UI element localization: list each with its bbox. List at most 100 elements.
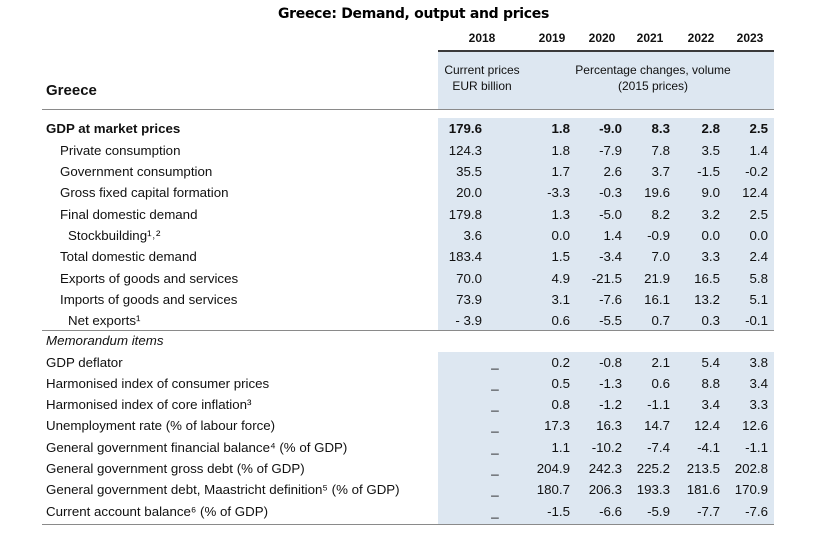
- value-cell: 8.3: [651, 121, 671, 136]
- value-cell: -0.1: [745, 313, 768, 328]
- value-cell: -1.5: [547, 504, 570, 519]
- value-cell: 0.3: [701, 313, 721, 328]
- base-value-cell: 3.6: [463, 228, 483, 243]
- value-cell: 0.5: [551, 376, 571, 391]
- current-prices-header: Current prices EUR billion: [432, 62, 532, 94]
- base-value-cell: 73.9: [456, 292, 482, 307]
- value-cell: 2.6: [603, 164, 623, 179]
- value-cell: 0.2: [551, 355, 571, 370]
- country-label: Greece: [46, 82, 97, 99]
- value-cell: 21.9: [644, 271, 670, 286]
- table-row: Total domestic demand 183.4 1.5 -3.4 7.0 3.3 2…: [0, 246, 827, 267]
- year-header: 2020: [588, 31, 616, 45]
- value-cell: 180.7: [536, 482, 570, 497]
- value-cell: 4.9: [551, 271, 571, 286]
- value-cell: -7.7: [697, 504, 720, 519]
- memo-row: Current account balance⁶ (% of GDP) _ -1.5…: [0, 501, 827, 522]
- value-cell: 2.4: [749, 249, 769, 264]
- header-shade: [438, 52, 774, 109]
- value-cell: 1.8: [551, 143, 571, 158]
- row-label: General government gross debt (% of GDP): [46, 461, 305, 476]
- value-cell: 16.1: [644, 292, 670, 307]
- not-available-mark: _: [491, 355, 499, 370]
- value-cell: 0.6: [651, 376, 671, 391]
- value-cell: 8.2: [651, 207, 671, 222]
- value-cell: 2.5: [749, 207, 769, 222]
- pct-change-line2: (2015 prices): [617, 79, 689, 93]
- value-cell: 206.3: [588, 482, 622, 497]
- value-cell: 1.4: [749, 143, 769, 158]
- value-cell: 16.3: [596, 418, 622, 433]
- value-cell: -1.2: [599, 397, 622, 412]
- value-cell: 3.1: [551, 292, 571, 307]
- value-cell: -3.3: [547, 185, 570, 200]
- value-cell: 14.7: [644, 418, 670, 433]
- row-label: Final domestic demand: [60, 207, 198, 222]
- row-label: Net exports¹: [68, 313, 141, 328]
- value-cell: -10.2: [591, 440, 622, 455]
- header-top-rule: [438, 50, 774, 52]
- memo-row: GDP deflator _ 0.2 -0.8 2.1 5.4 3.8: [0, 352, 827, 373]
- current-prices-line1: Current prices: [444, 63, 520, 77]
- value-cell: 9.0: [701, 185, 721, 200]
- value-cell: -7.4: [647, 440, 670, 455]
- table-row: Imports of goods and services 73.9 3.1 -7.6…: [0, 289, 827, 310]
- row-label: General government financial balance⁴ (%…: [46, 440, 348, 455]
- value-cell: 8.8: [701, 376, 721, 391]
- value-cell: -0.2: [745, 164, 768, 179]
- base-value-cell: 179.8: [448, 207, 482, 222]
- value-cell: -0.3: [599, 185, 622, 200]
- value-cell: 2.5: [749, 121, 769, 136]
- row-label: Stockbuilding¹˒²: [68, 228, 161, 243]
- base-value-cell: 35.5: [456, 164, 482, 179]
- value-cell: 1.4: [603, 228, 623, 243]
- value-cell: -1.1: [647, 397, 670, 412]
- current-prices-line2: EUR billion: [452, 79, 512, 93]
- memo-row: Harmonised index of core inflation³ _ 0.8 -…: [0, 394, 827, 415]
- base-value-cell: 20.0: [456, 185, 482, 200]
- table-row: GDP at market prices 179.6 1.8 -9.0 8.3 2.8 2.…: [0, 118, 827, 139]
- value-cell: 19.6: [644, 185, 670, 200]
- value-cell: -7.9: [599, 143, 622, 158]
- memo-row: General government gross debt (% of GDP)…: [0, 458, 827, 479]
- value-cell: 3.7: [651, 164, 671, 179]
- value-cell: 3.3: [701, 249, 721, 264]
- table-row: Stockbuilding¹˒² 3.6 0.0 1.4 -0.9 0.0 0.0: [0, 225, 827, 246]
- row-label: General government debt, Maastricht defi…: [46, 482, 400, 497]
- not-available-mark: _: [491, 504, 499, 519]
- value-cell: 2.1: [651, 355, 671, 370]
- row-label: Imports of goods and services: [60, 292, 238, 307]
- value-cell: -7.6: [745, 504, 768, 519]
- row-label: Total domestic demand: [60, 249, 197, 264]
- header-bottom-rule: [42, 109, 774, 110]
- value-cell: -21.5: [591, 271, 622, 286]
- value-cell: 12.4: [694, 418, 720, 433]
- table-title: Greece: Demand, output and prices: [277, 6, 550, 22]
- row-label: Gross fixed capital formation: [60, 185, 229, 200]
- year-header: 2018: [468, 31, 496, 45]
- value-cell: 7.0: [651, 249, 671, 264]
- value-cell: 0.8: [551, 397, 571, 412]
- value-cell: 1.8: [551, 121, 571, 136]
- row-label: Current account balance⁶ (% of GDP): [46, 504, 269, 519]
- row-label: GDP at market prices: [46, 121, 181, 136]
- table-row: Exports of goods and services 70.0 4.9 -21.…: [0, 268, 827, 289]
- value-cell: 12.4: [742, 185, 768, 200]
- value-cell: -4.1: [697, 440, 720, 455]
- base-value-cell: - 3.9: [455, 313, 482, 328]
- value-cell: 5.8: [749, 271, 769, 286]
- pct-change-header: Percentage changes, volume (2015 prices): [560, 62, 746, 94]
- base-value-cell: 124.3: [448, 143, 482, 158]
- value-cell: 3.3: [749, 397, 769, 412]
- value-cell: 7.8: [651, 143, 671, 158]
- value-cell: 5.4: [701, 355, 721, 370]
- value-cell: 1.1: [551, 440, 571, 455]
- value-cell: 193.3: [636, 482, 670, 497]
- value-cell: 16.5: [694, 271, 720, 286]
- value-cell: -5.5: [599, 313, 622, 328]
- value-cell: 0.0: [749, 228, 769, 243]
- row-label: Exports of goods and services: [60, 271, 239, 286]
- row-label: Government consumption: [60, 164, 213, 179]
- value-cell: -0.8: [599, 355, 622, 370]
- value-cell: 0.0: [701, 228, 721, 243]
